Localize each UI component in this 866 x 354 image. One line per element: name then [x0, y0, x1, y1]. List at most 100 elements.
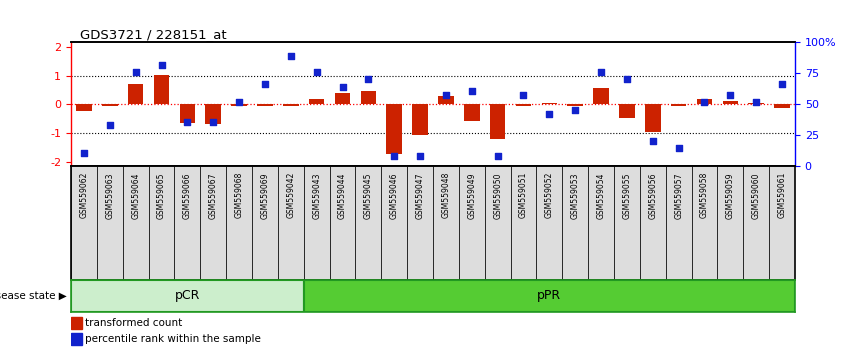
Bar [490, 104, 506, 139]
Bar [128, 84, 144, 104]
Text: GSM559069: GSM559069 [261, 172, 269, 218]
Point [749, 99, 763, 105]
Point [103, 122, 117, 128]
Bar [76, 104, 92, 111]
Text: GDS3721 / 228151_at: GDS3721 / 228151_at [80, 28, 226, 41]
Text: GSM559046: GSM559046 [390, 172, 398, 218]
Point [465, 88, 479, 93]
Text: GSM559068: GSM559068 [235, 172, 243, 218]
Bar [304, 166, 330, 280]
Point [387, 154, 401, 159]
Text: GSM559065: GSM559065 [157, 172, 166, 218]
Point [723, 92, 737, 98]
Point [310, 69, 324, 75]
Text: GSM559048: GSM559048 [442, 172, 450, 218]
Bar [459, 166, 485, 280]
Text: GSM559058: GSM559058 [700, 172, 709, 218]
Bar [567, 104, 583, 105]
Text: transformed count: transformed count [86, 318, 183, 329]
Bar [536, 166, 562, 280]
Text: GSM559056: GSM559056 [649, 172, 657, 218]
Text: GSM559050: GSM559050 [493, 172, 502, 218]
Bar [231, 104, 247, 105]
Bar [71, 166, 97, 280]
Bar [666, 166, 692, 280]
Bar [697, 99, 712, 104]
Text: GSM559055: GSM559055 [623, 172, 631, 218]
Bar [717, 166, 743, 280]
Bar [71, 280, 304, 312]
Bar [743, 166, 769, 280]
Point [336, 84, 350, 90]
Bar [614, 166, 640, 280]
Text: GSM559044: GSM559044 [338, 172, 347, 218]
Bar [123, 166, 149, 280]
Point [284, 53, 298, 59]
Bar [252, 166, 278, 280]
Point [516, 92, 530, 98]
Point [594, 69, 608, 75]
Bar [179, 104, 195, 123]
Bar [335, 93, 350, 104]
Bar [722, 101, 738, 104]
Bar [360, 91, 376, 104]
Point [180, 119, 194, 125]
Bar [355, 166, 381, 280]
Point [775, 81, 789, 86]
Bar [412, 104, 428, 135]
Bar [200, 166, 226, 280]
Text: GSM559060: GSM559060 [752, 172, 760, 218]
Bar [516, 104, 531, 105]
Point [413, 154, 427, 159]
Bar [588, 166, 614, 280]
Text: GSM559052: GSM559052 [545, 172, 554, 218]
Point [491, 154, 505, 159]
Bar [433, 166, 459, 280]
Bar [102, 104, 118, 105]
Bar [407, 166, 433, 280]
Point [672, 145, 686, 151]
Bar [386, 104, 402, 154]
Bar [748, 103, 764, 104]
Bar [154, 75, 169, 104]
Bar [619, 104, 635, 118]
Bar [511, 166, 536, 280]
Bar [71, 333, 82, 346]
Text: GSM559057: GSM559057 [674, 172, 683, 218]
Point [129, 69, 143, 75]
Point [542, 111, 556, 116]
Bar [541, 103, 557, 104]
Bar [304, 280, 795, 312]
Text: GSM559059: GSM559059 [726, 172, 735, 218]
Text: GSM559051: GSM559051 [519, 172, 528, 218]
Point [77, 150, 91, 156]
Bar [97, 166, 123, 280]
Bar [381, 166, 407, 280]
Text: percentile rank within the sample: percentile rank within the sample [86, 334, 262, 344]
Bar [174, 166, 200, 280]
Bar [645, 104, 661, 132]
Point [698, 99, 712, 105]
Bar [438, 96, 454, 104]
Text: GSM559053: GSM559053 [571, 172, 579, 218]
Bar [205, 104, 221, 124]
Text: GSM559064: GSM559064 [131, 172, 140, 218]
Text: GSM559066: GSM559066 [183, 172, 192, 218]
Bar [283, 104, 299, 105]
Text: GSM559047: GSM559047 [416, 172, 424, 218]
Text: GSM559049: GSM559049 [468, 172, 476, 218]
Point [258, 81, 272, 86]
Text: GSM559062: GSM559062 [80, 172, 88, 218]
Bar [692, 166, 717, 280]
Point [439, 92, 453, 98]
Text: GSM559061: GSM559061 [778, 172, 786, 218]
Bar [330, 166, 355, 280]
Text: disease state ▶: disease state ▶ [0, 291, 67, 301]
Text: GSM559067: GSM559067 [209, 172, 217, 218]
Bar [309, 99, 325, 104]
Text: pCR: pCR [175, 289, 200, 302]
Bar [149, 166, 174, 280]
Text: GSM559063: GSM559063 [106, 172, 114, 218]
Bar [769, 166, 795, 280]
Text: GSM559043: GSM559043 [312, 172, 321, 218]
